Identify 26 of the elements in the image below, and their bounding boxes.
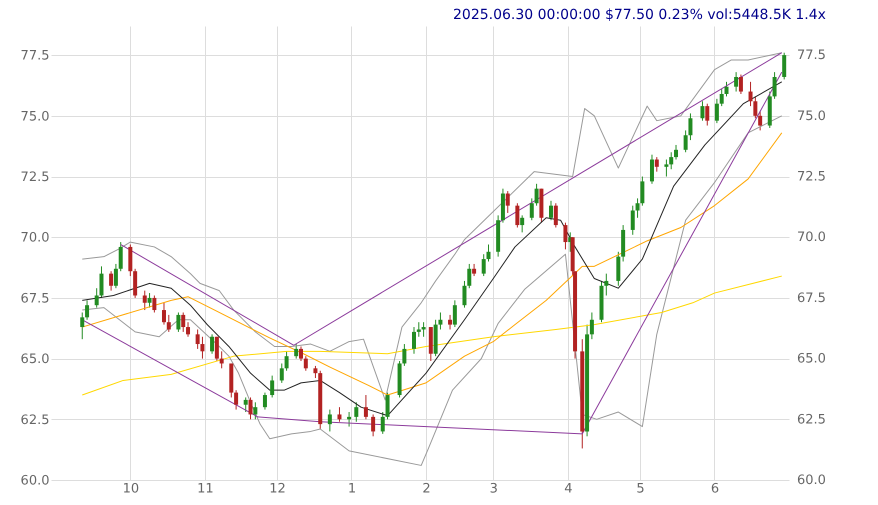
y-tick-label: 67.5 (20, 291, 50, 306)
x-tick-label: 12 (269, 482, 286, 496)
y2-tick-label: 65.0 (797, 352, 826, 367)
x-tick-label: 2 (422, 482, 431, 496)
x-tick-label: 6 (710, 482, 720, 496)
y2-tick-label: 77.5 (797, 48, 826, 64)
y-tick-label: 75.0 (20, 109, 50, 124)
y2-tick-label: 75.0 (797, 108, 826, 124)
y2-tick-label: 60.0 (797, 473, 826, 488)
y-tick-label: 70.0 (20, 230, 50, 246)
x-tick-label: 10 (122, 482, 140, 496)
x-tick-label: 3 (490, 482, 498, 496)
y-tick-label: 72.5 (20, 170, 50, 186)
x-tick-label: 4 (564, 482, 572, 496)
y2-tick-label: 67.5 (797, 290, 826, 306)
x-tick-label: 5 (636, 482, 645, 496)
x-tick-label: 11 (197, 482, 214, 496)
y-tick-label: 65.0 (20, 352, 50, 368)
x-tick-label: 1 (348, 482, 356, 496)
y2-tick-label: 62.5 (797, 412, 826, 428)
y-tick-label: 77.5 (20, 48, 50, 64)
y-tick-label: 62.5 (20, 412, 50, 428)
y2-tick-label: 72.5 (797, 170, 826, 185)
y-tick-label: 60.0 (20, 474, 50, 488)
chart-title: 2025.06.30 00:00:00 $77.50 0.23% vol:5448.5K 1.4x (453, 7, 826, 23)
y2-tick-label: 70.0 (797, 230, 826, 246)
